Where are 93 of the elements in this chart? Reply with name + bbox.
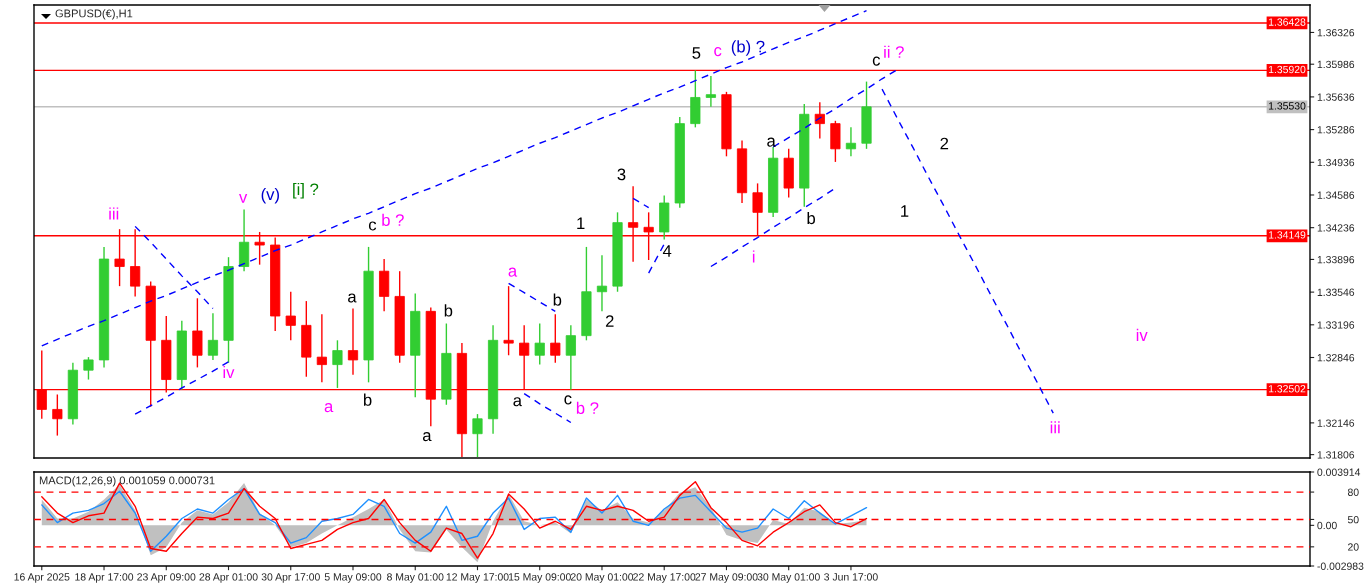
y-tick-label: 1.33896 bbox=[1317, 255, 1355, 264]
ref-line-label: 1.32502 bbox=[1268, 385, 1306, 393]
annotation: b bbox=[444, 304, 453, 317]
y-tick-label: 1.32146 bbox=[1317, 419, 1355, 427]
y-tick-label: 1.31806 bbox=[1317, 451, 1355, 459]
y-tick-label: 1.32846 bbox=[1317, 354, 1355, 362]
line-series bbox=[41, 9, 868, 347]
annotation: 5 bbox=[692, 47, 701, 59]
x-tick-label: 18 Apr 17:00 bbox=[75, 573, 134, 583]
x-tick-label: 30 Apr 17:00 bbox=[261, 573, 320, 583]
candlestick bbox=[705, 75, 716, 108]
x-tick-label: 30 May 01:00 bbox=[757, 573, 820, 583]
y2-tick-label: 50 bbox=[1347, 515, 1359, 524]
y2-tick-label: 80 bbox=[1347, 488, 1359, 496]
x-tick-label: 16 Apr 2025 bbox=[14, 573, 70, 583]
annotation: b bbox=[363, 393, 372, 406]
annotation: a bbox=[767, 137, 776, 147]
line-series bbox=[881, 88, 1054, 414]
candlestick bbox=[845, 126, 857, 158]
annotation: a bbox=[348, 293, 357, 303]
annotation: (b) ? bbox=[731, 40, 765, 56]
candlestick bbox=[503, 285, 514, 356]
x-tick-label: 20 May 01:00 bbox=[570, 573, 634, 583]
x-tick-label: 5 May 09:00 bbox=[324, 573, 382, 583]
annotation: a bbox=[508, 267, 518, 277]
y2-tick-label: 20 bbox=[1348, 543, 1359, 551]
x-tick-label: 27 May 09:00 bbox=[695, 573, 758, 583]
ref-line-label: 1.35530 bbox=[1268, 102, 1306, 110]
chart-title: MACD(12,26,9) 0.001059 0.000731 bbox=[39, 476, 215, 487]
annotation: ii ? bbox=[884, 45, 904, 58]
annotation: c bbox=[368, 221, 377, 231]
y-tick-label: 1.35986 bbox=[1317, 60, 1355, 69]
candlestick bbox=[472, 413, 483, 458]
y-tick-label: 1.33546 bbox=[1317, 288, 1355, 296]
annotation: (v) bbox=[261, 187, 279, 204]
annotation: a bbox=[422, 432, 432, 442]
ref-line-label: 1.35920 bbox=[1268, 65, 1306, 74]
annotation: a bbox=[513, 397, 522, 407]
y-tick-label: 1.34236 bbox=[1317, 224, 1355, 232]
annotation: b bbox=[553, 293, 562, 306]
annotation: iii bbox=[1050, 421, 1060, 434]
annotation: 1 bbox=[577, 217, 585, 230]
line-series bbox=[134, 225, 214, 310]
annotation: iv bbox=[1136, 328, 1148, 341]
y-tick-label: -0.002983 bbox=[1317, 562, 1364, 570]
annotation: 4 bbox=[662, 245, 672, 257]
candlestick bbox=[347, 307, 359, 376]
y-tick-label: 1.36326 bbox=[1317, 28, 1355, 37]
candlestick bbox=[83, 356, 94, 381]
candlestick bbox=[534, 322, 545, 366]
candlestick bbox=[52, 393, 63, 437]
annotation: b ? bbox=[382, 213, 404, 227]
annotation: [i] ? bbox=[293, 182, 319, 199]
annotation: 3 bbox=[617, 168, 626, 181]
annotation: 2 bbox=[605, 315, 614, 327]
candlestick bbox=[332, 339, 343, 389]
candlestick bbox=[285, 291, 296, 342]
y-tick-label: 0.00 bbox=[1317, 521, 1337, 530]
ref-line-label: 1.36428 bbox=[1268, 18, 1306, 26]
x-tick-label: 23 Apr 09:00 bbox=[137, 573, 196, 583]
line-series bbox=[523, 392, 572, 424]
candlestick bbox=[596, 254, 608, 313]
y-tick-label: 1.33196 bbox=[1317, 321, 1355, 329]
annotation: b bbox=[807, 211, 816, 225]
annotation: iii bbox=[109, 207, 119, 220]
y-tick-label: 1.35286 bbox=[1317, 126, 1355, 134]
annotation: a bbox=[324, 403, 334, 413]
annotation: i bbox=[752, 250, 755, 263]
y-tick-label: 1.34936 bbox=[1317, 158, 1355, 167]
x-tick-label: 22 May 17:00 bbox=[633, 573, 696, 583]
annotation: b ? bbox=[576, 401, 599, 414]
candlestick bbox=[565, 324, 576, 391]
y-tick-label: 1.35636 bbox=[1317, 93, 1355, 101]
annotation: 2 bbox=[940, 137, 949, 150]
x-tick-label: 8 May 01:00 bbox=[387, 573, 444, 583]
chart-title: GBPUSD(€),H1 bbox=[55, 9, 133, 20]
ref-line-label: 1.34149 bbox=[1268, 231, 1306, 239]
x-tick-label: 15 May 09:00 bbox=[508, 573, 571, 583]
candlestick bbox=[316, 313, 327, 384]
candlestick bbox=[550, 313, 561, 364]
annotation: 1 bbox=[901, 205, 909, 217]
y-tick-label: 0.003914 bbox=[1317, 468, 1361, 476]
annotation: v bbox=[239, 193, 248, 203]
line-series bbox=[41, 487, 868, 552]
x-tick-label: 28 Apr 01:00 bbox=[199, 573, 258, 583]
annotation: c bbox=[714, 47, 722, 57]
candlestick bbox=[207, 312, 219, 361]
x-tick-label: 12 May 17:00 bbox=[446, 573, 509, 583]
annotation: iv bbox=[223, 365, 235, 379]
annotation: c bbox=[872, 56, 881, 66]
x-tick-label: 3 Jun 17:00 bbox=[824, 573, 878, 581]
annotation: c bbox=[564, 395, 572, 405]
y-tick-label: 1.34586 bbox=[1317, 191, 1355, 199]
